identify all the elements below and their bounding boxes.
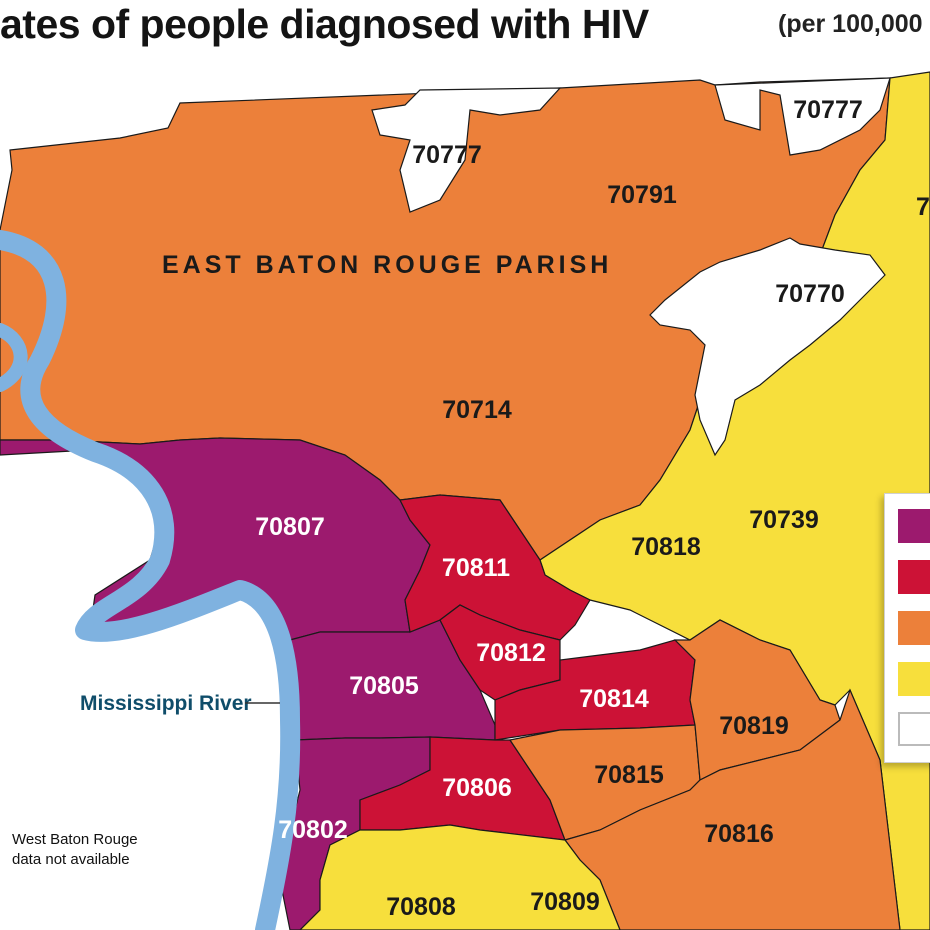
zip-label-70809: 70809: [530, 888, 600, 916]
legend-swatch-orange: [898, 611, 930, 645]
zip-label-70770: 70770: [775, 280, 845, 308]
legend-swatch-purple: [898, 509, 930, 543]
map-title: ates of people diagnosed with HIV: [0, 1, 649, 47]
region-70770: [649, 237, 886, 457]
river-label: Mississippi River: [80, 692, 252, 715]
legend: [884, 493, 930, 763]
parish-label: EAST BATON ROUGE PARISH: [162, 251, 612, 279]
zip-label-70808: 70808: [386, 893, 456, 921]
river-oxbow: [0, 323, 28, 392]
legend-swatch-white: [898, 712, 930, 746]
zip-label-70807: 70807: [255, 513, 325, 541]
zip-label-70812: 70812: [476, 639, 546, 667]
zip-label-70802: 70802: [278, 816, 348, 844]
zip-label-70777: 70777: [412, 141, 482, 169]
legend-swatch-red: [898, 560, 930, 594]
zip-label-70714: 70714: [442, 396, 512, 424]
zip-label-partial: 7: [916, 193, 930, 221]
zip-label-70739: 70739: [749, 506, 819, 534]
west-baton-rouge-note-line: data not available: [12, 851, 130, 868]
region-70777-west: [371, 87, 562, 213]
zip-label-70777: 70777: [793, 96, 863, 124]
region-70777-east: [714, 77, 891, 156]
legend-swatch-yellow: [898, 662, 930, 696]
zip-label-70815: 70815: [594, 761, 664, 789]
zip-label-70818: 70818: [631, 533, 701, 561]
zip-label-70791: 70791: [607, 181, 677, 209]
zip-label-70806: 70806: [442, 774, 512, 802]
zip-label-70811: 70811: [442, 554, 510, 582]
zip-label-70814: 70814: [579, 685, 649, 713]
region-70808-70809: [299, 824, 621, 930]
map-subtitle: (per 100,000: [778, 10, 923, 38]
zip-label-70816: 70816: [704, 820, 774, 848]
mississippi-river: [0, 230, 301, 930]
west-baton-rouge-note-line: West Baton Rouge: [12, 831, 138, 848]
zip-label-70819: 70819: [719, 712, 789, 740]
zip-label-70805: 70805: [349, 672, 419, 700]
